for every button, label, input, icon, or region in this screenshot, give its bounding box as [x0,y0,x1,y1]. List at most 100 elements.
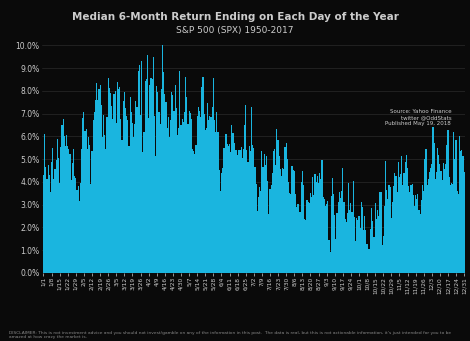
Bar [368,249,369,273]
Bar [272,173,273,273]
Bar [279,155,280,273]
Bar [335,239,337,273]
Bar [203,77,204,273]
Bar [379,192,380,273]
Bar [196,116,198,273]
Bar [180,125,181,273]
Bar [138,71,139,273]
Bar [317,176,318,273]
Bar [306,200,307,273]
Bar [450,185,451,273]
Bar [408,186,409,273]
Bar [444,169,445,273]
Bar [250,151,251,273]
Bar [418,210,420,273]
Bar [140,115,141,273]
Bar [463,172,465,273]
Bar [288,182,289,273]
Bar [198,107,199,273]
Bar [149,85,150,273]
Bar [435,179,436,273]
Bar [67,146,68,273]
Bar [284,147,286,273]
Bar [239,150,241,273]
Bar [242,159,243,273]
Bar [110,93,111,273]
Bar [375,204,376,273]
Bar [120,119,121,273]
Bar [360,202,362,273]
Bar [150,77,151,273]
Bar [186,97,188,273]
Bar [199,110,200,273]
Bar [369,249,370,273]
Bar [109,88,110,273]
Bar [134,124,135,273]
Bar [229,144,230,273]
Bar [146,79,147,273]
Bar [432,127,433,273]
Bar [87,149,88,273]
Bar [44,134,45,273]
Bar [462,156,463,273]
Bar [177,135,178,273]
Bar [194,154,196,273]
Bar [211,117,212,273]
Bar [410,185,412,273]
Bar [297,204,298,273]
Bar [420,213,421,273]
Bar [231,125,233,273]
Bar [55,160,57,273]
Bar [459,136,460,273]
Bar [190,113,191,273]
Bar [407,168,408,273]
Bar [339,192,340,273]
Bar [119,87,120,273]
Bar [443,163,444,273]
Bar [414,206,415,273]
Bar [50,192,51,273]
Bar [147,55,148,273]
Bar [387,199,388,273]
Bar [93,120,94,273]
Bar [356,218,357,273]
Bar [340,198,341,273]
Bar [442,180,443,273]
Bar [223,148,224,273]
Bar [425,149,427,273]
Bar [168,117,169,273]
Bar [280,169,281,273]
Bar [207,103,208,273]
Bar [384,206,385,273]
Bar [226,134,227,273]
Bar [329,252,331,273]
Bar [188,110,190,273]
Bar [85,131,86,273]
Bar [95,100,96,273]
Bar [311,197,312,273]
Bar [72,163,73,273]
Bar [262,167,264,273]
Bar [417,193,418,273]
Bar [397,192,398,273]
Bar [371,208,372,273]
Bar [47,165,49,273]
Bar [130,98,131,273]
Bar [45,167,47,273]
Bar [374,237,375,273]
Bar [321,161,322,273]
Bar [429,172,430,273]
Bar [367,244,368,273]
Bar [141,61,142,273]
Bar [169,137,170,273]
Bar [81,149,82,273]
Bar [388,186,390,273]
Bar [301,182,302,273]
Bar [94,112,95,273]
Bar [309,203,310,273]
Bar [131,112,132,273]
Bar [221,174,222,273]
Bar [258,197,259,273]
Bar [347,213,348,273]
Bar [290,194,291,273]
